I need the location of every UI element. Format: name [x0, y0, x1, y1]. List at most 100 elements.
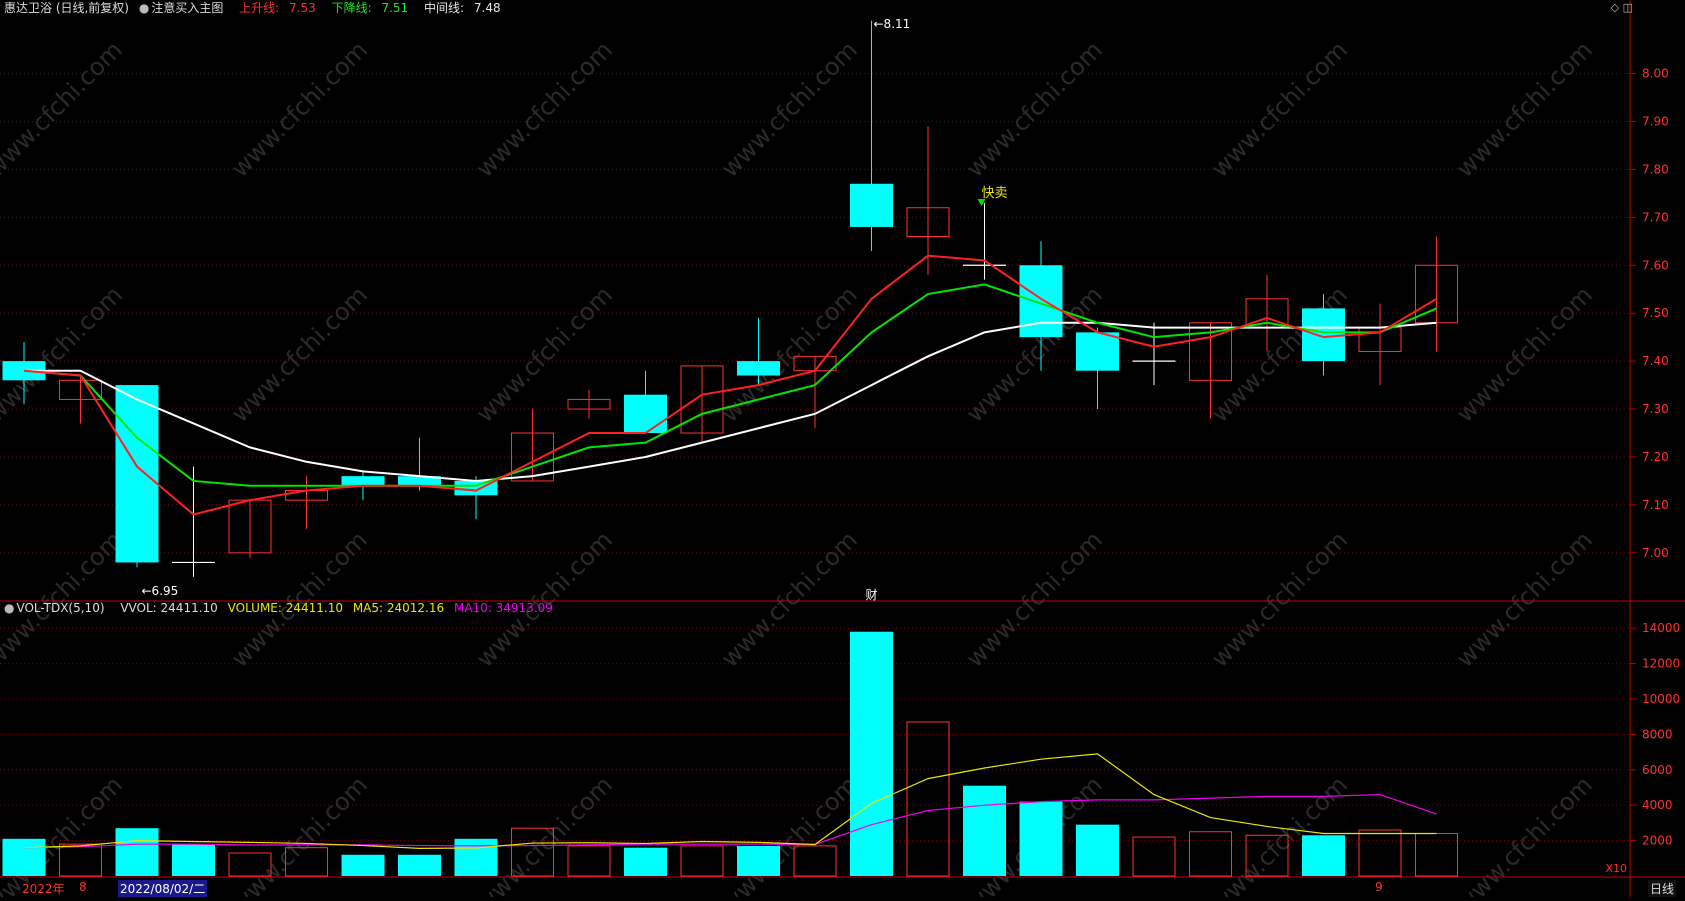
period-label[interactable]: 日线 [1648, 880, 1677, 897]
finance-marker-label: 财 [866, 588, 878, 602]
price-line [23, 283, 1437, 487]
price-tick-label: 7.90 [1642, 114, 1669, 128]
volume-indicator-name[interactable]: ● VOL-TDX(5,10) [4, 601, 105, 615]
watermark-text: www.cfchi.com [1206, 36, 1353, 183]
volume-bar [737, 845, 780, 876]
candle-body [567, 398, 611, 410]
price-tick-label: 7.40 [1642, 354, 1669, 368]
watermark-text: www.cfchi.com [1451, 281, 1598, 428]
watermark-text: www.cfchi.com [226, 771, 373, 897]
volume-multiplier-label: X10 [1605, 862, 1627, 875]
volume-bar [1189, 831, 1232, 877]
sell-arrow-icon [977, 199, 986, 206]
candle-body [1019, 265, 1063, 338]
watermark-text: www.cfchi.com [1451, 526, 1598, 673]
volume-tick-label: 8000 [1642, 727, 1673, 741]
candle-body [115, 385, 159, 563]
volume-bar [228, 852, 272, 877]
candle-body [906, 207, 950, 237]
volume-ma-line [23, 753, 1437, 849]
watermark-text: www.cfchi.com [0, 771, 128, 897]
volume-bar [680, 845, 724, 877]
mid-line-readout: 中间线: 7.48 [424, 1, 501, 15]
price-line [23, 254, 1438, 516]
volume-bar [172, 844, 215, 876]
stock-title[interactable]: 惠达卫浴 (日线,前复权) [4, 1, 129, 15]
grid-lines [0, 73, 1630, 842]
main-header: 惠达卫浴 (日线,前复权) ● 注意买入主图 上升线: 7.53 下降线: 7.5… [4, 0, 513, 16]
volume-bar [624, 847, 667, 876]
volume-bar [341, 854, 385, 876]
volume-bar [2, 838, 46, 876]
watermark-text: www.cfchi.com [1451, 36, 1598, 183]
volume-bar [567, 845, 611, 877]
price-tick-label: 7.80 [1642, 162, 1669, 176]
price-tick-label: 7.10 [1642, 498, 1669, 512]
indicator-dot-icon: ● [138, 1, 150, 15]
high-price-label: ←8.11 [874, 17, 911, 31]
watermark-text: www.cfchi.com [471, 771, 618, 897]
volume-bar [963, 785, 1006, 876]
candle-body [680, 365, 724, 434]
volume-tick-label: 6000 [1642, 763, 1673, 777]
candle-body [511, 432, 554, 482]
price-tick-label: 7.20 [1642, 450, 1669, 464]
volume-bar [1076, 824, 1119, 876]
watermark-text: www.cfchi.com [716, 36, 863, 183]
volume-bar [1302, 835, 1345, 876]
volume-bar [398, 854, 441, 876]
price-tick-label: 7.70 [1642, 210, 1669, 224]
x-axis-month-aug: 8 [79, 880, 87, 894]
volume-tick-label: 4000 [1642, 798, 1673, 812]
volume-tick-label: 2000 [1642, 834, 1673, 848]
indicator-dot-icon: ● [4, 601, 15, 615]
price-panel: ←8.11 ←6.95 快卖财 [2, 17, 1458, 602]
watermark-text: www.cfchi.com [716, 771, 863, 897]
low-price-label: ←6.95 [142, 584, 179, 598]
price-tick-label: 7.50 [1642, 306, 1669, 320]
volume-panel [2, 631, 1458, 877]
volume-header: ● VOL-TDX(5,10) VVOL: 24411.10 VOLUME: 24… [4, 601, 559, 615]
watermark-text: www.cfchi.com [471, 36, 618, 183]
x-axis-month-sep: 9 [1375, 880, 1383, 894]
volume-bar [1358, 829, 1402, 877]
x-axis-cursor-date: 2022/08/02/二 [118, 880, 208, 897]
sell-signal-label: 快卖 [982, 186, 1008, 201]
candle-body [1076, 332, 1119, 371]
candle-body [398, 476, 441, 486]
watermark-text: www.cfchi.com [716, 526, 863, 673]
volume-bar [1019, 801, 1063, 876]
candle-body [1189, 322, 1232, 381]
volume-tick-label: 14000 [1642, 621, 1680, 635]
indicator-name[interactable]: ● 注意买入主图 [138, 1, 224, 15]
price-tick-label: 7.00 [1642, 546, 1669, 560]
price-axis: 7.00 7.10 7.20 7.30 7.40 7.50 7.60 7.70 7.80 7.90… [1605, 67, 1680, 875]
volume-bar [511, 827, 554, 877]
watermark-text: www.cfchi.com [226, 281, 373, 428]
ma10-readout: MA10: 34913.09 [453, 601, 553, 615]
volume-bar [115, 828, 159, 876]
price-tick-label: 7.60 [1642, 258, 1669, 272]
watermark-text: www.cfchi.com [716, 281, 863, 428]
volume-bar [285, 847, 328, 877]
watermark-text: www.cfchi.com [961, 36, 1108, 183]
vvol-readout: VVOL: 24411.10 [120, 601, 218, 615]
upper-line-readout: 上升线: 7.53 [239, 1, 316, 15]
price-tick-label: 8.00 [1642, 67, 1669, 81]
candle-body [737, 361, 780, 376]
volume-tick-label: 12000 [1642, 657, 1680, 671]
panel-toggle-icon[interactable]: ◇ ◫ [1610, 1, 1633, 14]
volume-bar [1132, 836, 1176, 877]
volume-bar [59, 843, 102, 877]
x-axis-year: 2022年 [22, 882, 65, 896]
watermark-text: www.cfchi.com [471, 281, 618, 428]
candle-body [624, 394, 667, 434]
watermark-text: www.cfchi.com [961, 526, 1108, 673]
volume-readout: VOLUME: 24411.10 [227, 601, 343, 615]
volume-bar [454, 838, 498, 876]
volume-bar [906, 721, 950, 877]
watermark-text: www.cfchi.com [1451, 771, 1598, 897]
volume-tick-label: 10000 [1642, 692, 1680, 706]
